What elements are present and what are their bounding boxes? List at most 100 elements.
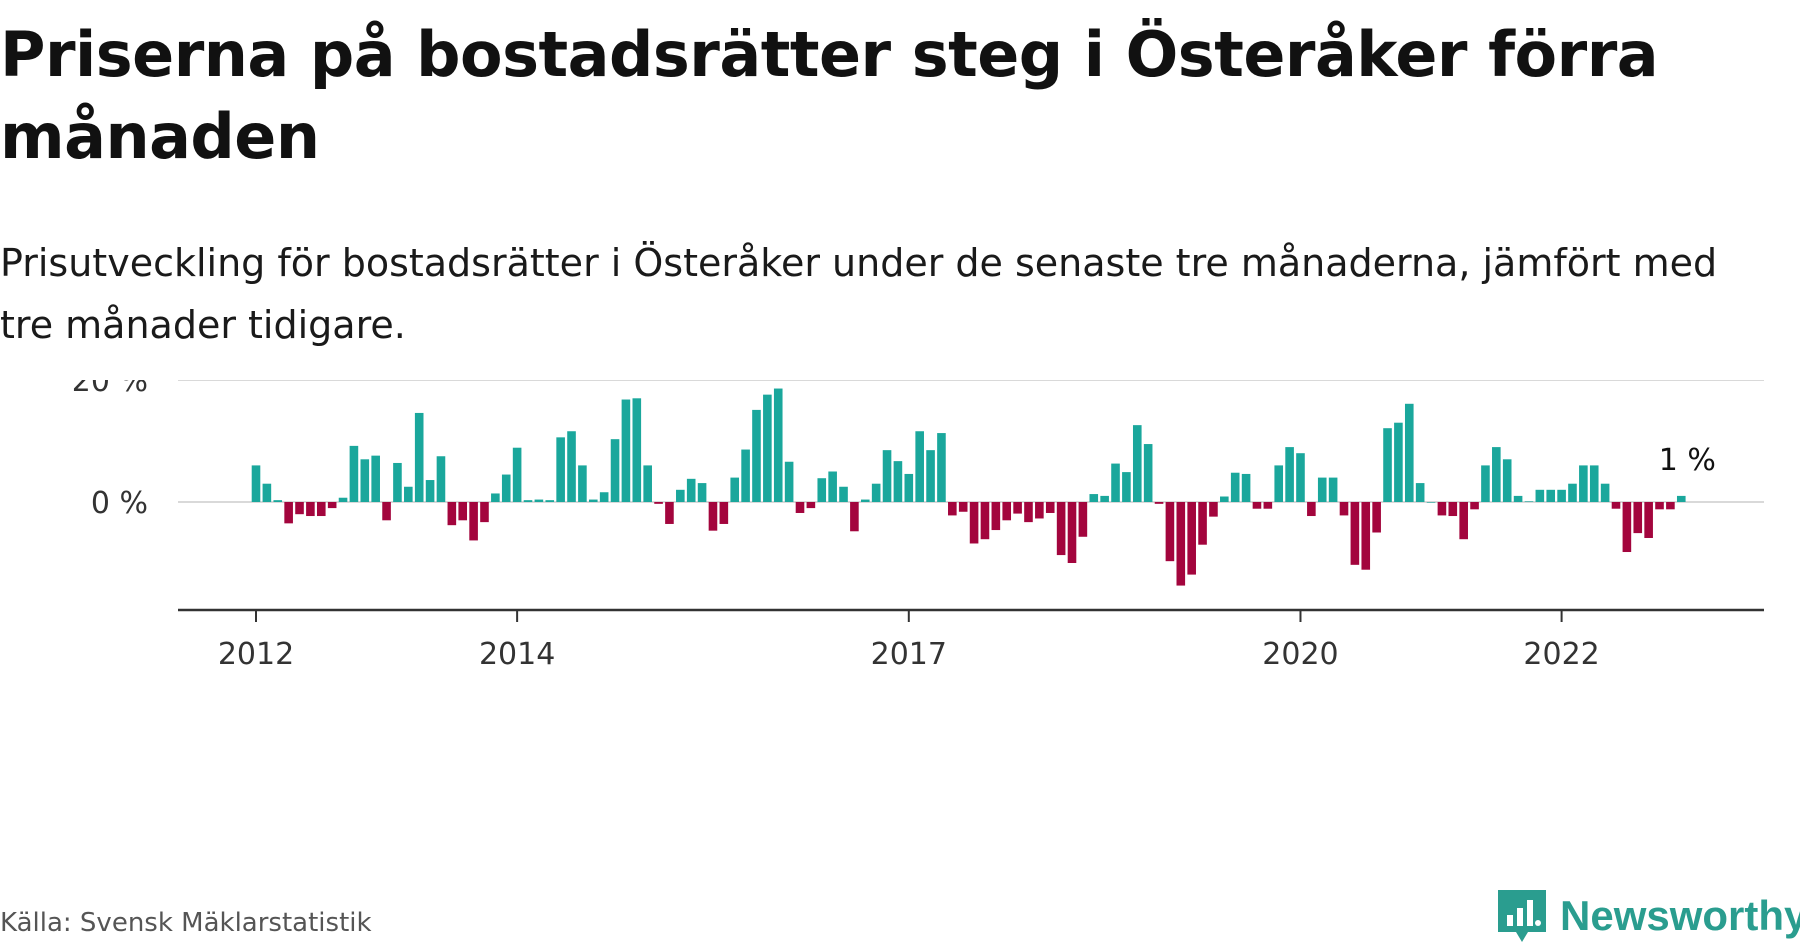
bar [1437,502,1447,516]
brand-name: Newsworthy [1560,892,1800,939]
bar [871,483,881,502]
bar [1165,502,1175,562]
bar [1035,502,1044,519]
bar [1252,502,1262,509]
bar [284,502,293,524]
bar [360,459,370,502]
bar [1666,502,1675,510]
bar [621,399,631,502]
bar [1350,502,1360,565]
bar [1209,502,1218,517]
bar [784,461,794,502]
bar [697,483,707,502]
bar [1143,444,1153,502]
bar [1307,502,1316,517]
bar [817,478,827,502]
bar [1676,495,1686,502]
bar [1394,422,1403,502]
bar [850,502,859,532]
bar [1622,502,1632,553]
bar [893,461,903,502]
bar [991,502,1001,531]
bar [839,486,848,502]
bar [1492,447,1501,502]
bar [393,462,402,502]
bar [491,493,500,502]
bar [763,394,772,502]
bar [1002,502,1012,521]
bar [1502,459,1512,502]
bar [1013,502,1022,514]
bar [969,502,979,544]
bar [501,474,511,502]
bar [469,502,478,541]
bar [654,502,663,504]
bar [306,502,315,517]
bar [1241,473,1251,502]
bar [1361,502,1371,570]
x-axis-ticks: 2012 2014 2017 2020 2022 [218,610,1600,672]
bar [556,437,565,502]
bars [251,388,1686,586]
bar [882,450,892,502]
bar [1187,502,1196,575]
bar [610,439,620,502]
bar [676,489,685,502]
bar [1535,489,1545,502]
bar [1579,465,1588,502]
bar [1339,502,1349,516]
bar [1067,502,1077,563]
bar [545,500,555,502]
bar [1230,472,1240,502]
bar [349,445,359,502]
bar [937,433,946,502]
bar [686,478,696,502]
bar [741,449,750,502]
bar [632,398,642,502]
bar [1470,502,1479,510]
bar [436,456,446,502]
bar [371,455,380,502]
bar [1132,425,1142,502]
bar [915,431,924,502]
bar [1513,495,1523,502]
bar [1633,502,1643,534]
x-tick-label: 2012 [218,637,294,672]
bar [708,502,718,531]
x-tick-label: 2022 [1523,637,1599,672]
bar [752,409,761,502]
bar [1481,465,1490,502]
bar [730,477,740,502]
bar [926,450,935,502]
y-axis-labels: 20 % 0 % [72,380,148,521]
bar [1263,502,1273,509]
bar [719,502,729,524]
bar [643,465,652,502]
bar [1589,465,1599,502]
bar [1568,483,1577,502]
bar [414,412,424,502]
bar [458,502,468,521]
y-tick-label: 20 % [72,380,148,399]
bar [795,502,805,513]
x-tick-label: 2020 [1262,637,1338,672]
bar [599,492,609,502]
bar [1274,465,1284,502]
bar [1524,501,1534,502]
bar [806,502,816,509]
bar [273,500,283,502]
bar [1655,502,1664,510]
bar [828,471,837,502]
bar [1045,502,1055,513]
bar [1459,502,1468,540]
bar [1220,496,1229,502]
bar [1644,502,1653,538]
bar [425,480,435,502]
bar [1100,495,1109,502]
bar [1426,502,1436,503]
bar [948,502,957,516]
source-note: Källa: Svensk Mäklarstatistik [0,908,372,938]
bar [860,499,870,502]
bar [327,502,337,509]
bar [904,473,914,502]
